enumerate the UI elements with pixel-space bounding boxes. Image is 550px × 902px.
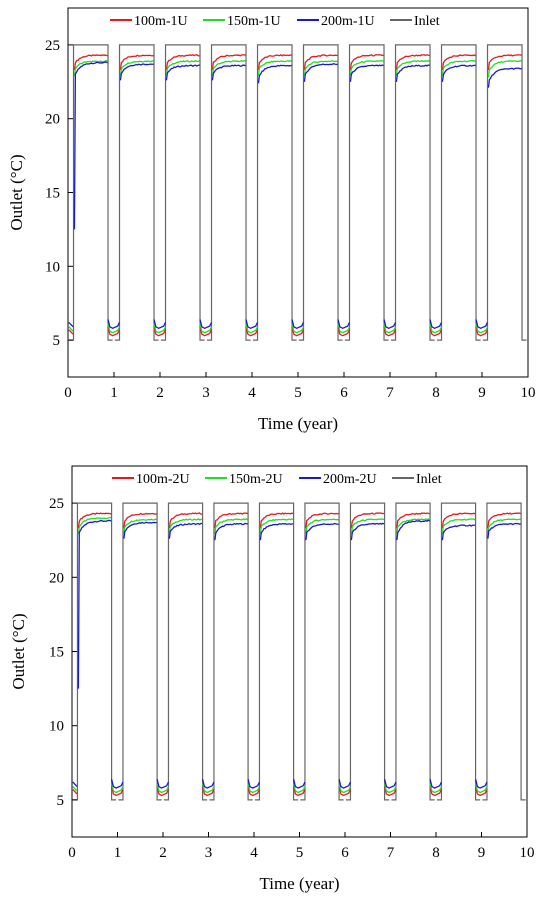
chart-panel-1: 0 1 2 3 4 5 6 7 8 9 10 5 10 15 20 25 Time (year) Outlet (… bbox=[7, 7, 536, 433]
series-line-100m-1U bbox=[68, 53, 522, 337]
x-tick-label: 8 bbox=[432, 385, 440, 401]
inlet-cycle bbox=[206, 44, 251, 341]
y-tick-label: 20 bbox=[45, 112, 60, 128]
legend-label: 100m-1U bbox=[134, 14, 188, 29]
inlet-cycle bbox=[345, 502, 390, 801]
x-tick-label: 3 bbox=[202, 385, 210, 401]
x-tick-label: 10 bbox=[521, 385, 536, 401]
y-tick-label: 20 bbox=[49, 570, 64, 586]
inlet-cycle bbox=[298, 44, 343, 341]
x-tick-label: 7 bbox=[386, 385, 394, 401]
y-tick-label: 5 bbox=[53, 333, 61, 349]
plot-frame bbox=[67, 7, 529, 378]
inlet-cycle bbox=[436, 502, 481, 801]
legend-label: 150m-2U bbox=[229, 472, 283, 487]
x-tick-label: 4 bbox=[248, 385, 256, 401]
x-tick-label: 1 bbox=[110, 385, 118, 401]
chart-panel-2: 0 1 2 3 4 5 6 7 8 9 10 5 10 15 20 25 Time (year) Outlet (… bbox=[9, 465, 535, 893]
x-axis-title: Time (year) bbox=[259, 874, 339, 893]
y-axis-title: Outlet (°C) bbox=[9, 613, 28, 689]
inlet-cycle bbox=[114, 44, 159, 341]
x-tick-label: 6 bbox=[340, 385, 348, 401]
plot-frame bbox=[71, 465, 528, 838]
x-tick-label: 0 bbox=[68, 845, 76, 861]
x-tick-label: 6 bbox=[341, 845, 349, 861]
legend-label: 100m-2U bbox=[136, 472, 190, 487]
inlet-cycle bbox=[254, 502, 299, 801]
x-tick-label: 9 bbox=[478, 385, 486, 401]
series-line-200m-1U bbox=[68, 61, 522, 330]
legend-label: 200m-2U bbox=[323, 472, 377, 487]
y-tick-label: 15 bbox=[45, 186, 60, 202]
x-tick-label: 9 bbox=[478, 845, 486, 861]
series-line-150m-1U bbox=[68, 59, 522, 334]
x-tick-label: 2 bbox=[156, 385, 164, 401]
legend-label: Inlet bbox=[414, 14, 440, 29]
y-axis-title: Outlet (°C) bbox=[7, 154, 26, 230]
x-tick-label: 3 bbox=[205, 845, 213, 861]
x-tick-label: 5 bbox=[294, 385, 302, 401]
y-tick-label: 5 bbox=[57, 793, 65, 809]
x-tick-label: 2 bbox=[159, 845, 167, 861]
inlet-cycle bbox=[300, 502, 344, 801]
inlet-cycle bbox=[482, 44, 527, 341]
y-tick-label: 10 bbox=[45, 259, 60, 275]
inlet-cycle bbox=[163, 502, 208, 801]
x-tick-label: 8 bbox=[432, 845, 440, 861]
y-tick-label: 25 bbox=[45, 38, 60, 54]
x-tick-label: 7 bbox=[387, 845, 395, 861]
y-tick-label: 25 bbox=[49, 496, 64, 512]
inlet-cycle bbox=[118, 502, 162, 801]
inlet-cycle bbox=[482, 502, 526, 801]
inlet-cycle bbox=[160, 44, 205, 341]
x-tick-label: 5 bbox=[296, 845, 304, 861]
inlet-cycle bbox=[252, 44, 297, 341]
x-tick-label: 10 bbox=[520, 845, 535, 861]
inlet-cycle bbox=[344, 44, 389, 341]
x-axis-title: Time (year) bbox=[258, 414, 338, 433]
x-tick-label: 4 bbox=[250, 845, 258, 861]
legend-label: 150m-1U bbox=[227, 14, 281, 29]
inlet-cycle bbox=[436, 44, 481, 341]
inlet-cycle bbox=[390, 44, 435, 341]
y-tick-label: 10 bbox=[49, 719, 64, 735]
y-tick-label: 15 bbox=[49, 645, 64, 661]
series-line-200m-2U bbox=[72, 519, 521, 789]
legend-label: 200m-1U bbox=[321, 14, 375, 29]
inlet-cycle bbox=[209, 502, 253, 801]
legend-label: Inlet bbox=[416, 472, 442, 487]
inlet-cycle bbox=[391, 502, 435, 801]
x-tick-label: 0 bbox=[64, 385, 72, 401]
series-line-150m-2U bbox=[72, 516, 521, 794]
x-tick-label: 1 bbox=[114, 845, 122, 861]
series-line-100m-2U bbox=[72, 512, 521, 797]
